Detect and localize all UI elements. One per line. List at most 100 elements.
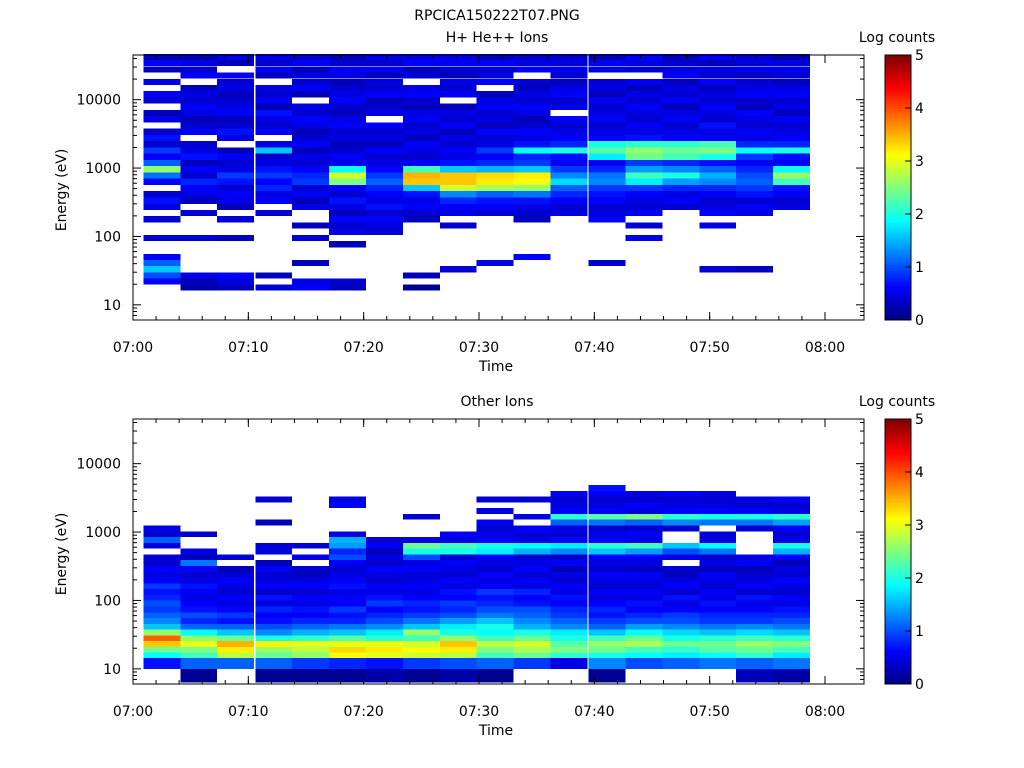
heatmap-cell — [588, 519, 626, 526]
heatmap-cell — [699, 141, 737, 148]
heatmap-cell — [662, 85, 700, 92]
heatmap-cell — [439, 548, 477, 555]
heatmap-cell — [292, 554, 330, 561]
y-axis-label: Energy (eV) — [54, 149, 70, 232]
heatmap-cell — [366, 91, 403, 98]
heatmap-cell — [699, 60, 737, 67]
heatmap-cell — [217, 72, 255, 79]
heatmap-cell — [588, 122, 626, 129]
colorbar-swatch — [885, 147, 911, 151]
colorbar-swatch — [885, 670, 911, 674]
colorbar-swatch — [885, 277, 911, 281]
heatmap-cell — [588, 652, 626, 658]
heatmap-cell — [699, 166, 737, 173]
heatmap-cell — [366, 97, 403, 104]
heatmap-cell — [143, 624, 181, 630]
heatmap-cell — [736, 141, 774, 148]
colorbar-swatch — [885, 221, 911, 226]
heatmap-cell — [255, 72, 293, 79]
heatmap-cell — [662, 525, 700, 532]
colorbar-swatch — [885, 237, 911, 242]
heatmap-cell — [402, 554, 440, 561]
heatmap-cell — [292, 629, 330, 636]
heatmap-cell — [476, 589, 514, 595]
heatmap-cell — [625, 160, 663, 167]
heatmap-cell — [143, 66, 181, 73]
heatmap-cell — [255, 600, 293, 607]
colorbar-swatch — [885, 195, 911, 199]
colorbar-swatch — [885, 419, 911, 423]
heatmap-cell — [550, 66, 588, 73]
heatmap-cell — [476, 583, 514, 590]
heatmap-cell — [292, 78, 330, 85]
heatmap-cell — [513, 141, 551, 148]
heatmap-cell — [588, 612, 626, 619]
heatmap-cell — [217, 635, 255, 642]
colorbar-swatch — [885, 432, 911, 436]
heatmap-cell — [625, 548, 663, 555]
heatmap-cell — [550, 178, 588, 185]
heatmap-cell — [662, 72, 700, 79]
colorbar-swatch — [885, 86, 911, 91]
heatmap-cell — [180, 209, 218, 217]
heatmap-cell — [625, 560, 663, 566]
heatmap-cell — [773, 571, 810, 578]
heatmap-cell — [366, 178, 403, 185]
heatmap-cell — [143, 60, 181, 67]
heatmap-cell — [736, 675, 774, 683]
heatmap-cell — [476, 624, 514, 630]
colorbar-swatch — [885, 235, 911, 239]
colorbar-swatch — [885, 625, 911, 629]
heatmap-cell — [402, 594, 440, 601]
heatmap-cell — [773, 652, 810, 658]
x-tick-label: 07:50 — [689, 340, 729, 356]
heatmap-cell — [143, 260, 181, 267]
heatmap-cell — [588, 571, 626, 578]
heatmap-cell — [513, 624, 551, 630]
heatmap-cell — [329, 91, 366, 98]
heatmap-cell — [513, 525, 551, 532]
heatmap-cell — [662, 577, 700, 584]
colorbar-swatch — [885, 559, 911, 563]
heatmap-cell — [439, 110, 477, 117]
heatmap-cell — [292, 147, 330, 154]
colorbar-swatch — [885, 527, 911, 531]
heatmap-cell — [476, 612, 514, 619]
heatmap-cell — [292, 222, 330, 229]
heatmap-cell — [143, 110, 181, 117]
heatmap-cell — [550, 496, 588, 503]
heatmap-cell — [255, 128, 293, 135]
heatmap-cell — [513, 135, 551, 142]
colorbar-swatch — [885, 437, 911, 441]
heatmap-cell — [625, 513, 663, 520]
heatmap-cell — [513, 635, 551, 642]
heatmap-cell — [476, 537, 514, 543]
heatmap-cell — [625, 641, 663, 647]
heatmap-cell — [143, 153, 181, 160]
heatmap-cell — [402, 571, 440, 578]
heatmap-cell — [366, 122, 403, 129]
heatmap-cell — [699, 266, 737, 273]
heatmap-cell — [402, 646, 440, 653]
heatmap-cell — [662, 554, 700, 561]
heatmap-cell — [662, 635, 700, 642]
heatmap-cell — [699, 122, 737, 129]
heatmap-cell — [699, 490, 737, 497]
heatmap-cell — [143, 612, 181, 619]
heatmap-cell — [366, 172, 403, 179]
heatmap-cell — [476, 646, 514, 653]
heatmap-cell — [143, 166, 181, 173]
heatmap-cell — [366, 103, 403, 110]
heatmap-cell — [736, 66, 774, 73]
heatmap-cell — [180, 284, 218, 291]
heatmap-cell — [476, 60, 514, 67]
heatmap-cell — [476, 110, 514, 117]
colorbar-swatch — [885, 469, 911, 473]
heatmap-cell — [625, 141, 663, 148]
heatmap-cell — [329, 135, 366, 142]
heatmap-cell — [439, 128, 477, 135]
colorbar-swatch — [885, 158, 911, 162]
colorbar-swatch — [885, 57, 911, 61]
heatmap-cell — [773, 116, 810, 123]
heatmap-cell — [662, 53, 700, 60]
